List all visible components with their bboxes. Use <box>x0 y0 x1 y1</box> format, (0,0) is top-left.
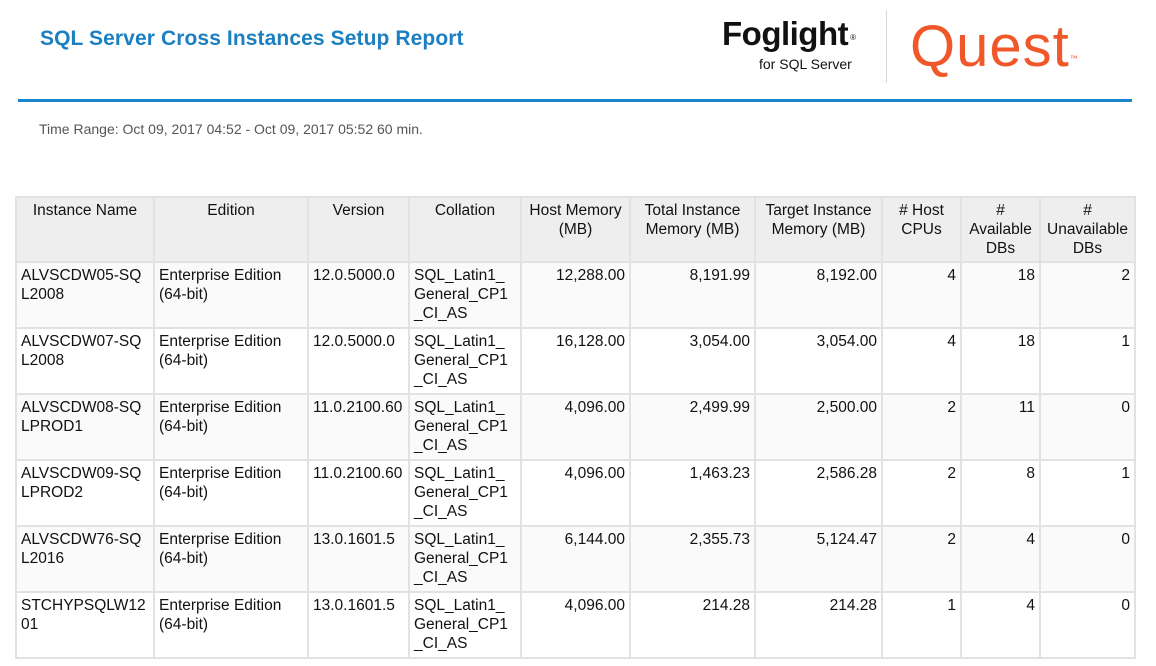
table-row: ALVSCDW08-SQLPROD1 Enterprise Edition (6… <box>15 393 1136 461</box>
table-row: ALVSCDW05-SQL2008 Enterprise Edition (64… <box>15 261 1136 329</box>
col-header-target-instance-memory: Target Instance Memory (MB) <box>754 196 883 263</box>
cell-edition: Enterprise Edition (64-bit) <box>153 261 309 329</box>
cell-version: 13.0.1601.5 <box>307 525 410 593</box>
cell-target-instance-memory: 8,192.00 <box>754 261 883 329</box>
foglight-wordmark: Foglight ® <box>722 15 856 52</box>
cell-edition: Enterprise Edition (64-bit) <box>153 525 309 593</box>
cell-available-dbs: 11 <box>960 393 1041 461</box>
cell-instance-name: ALVSCDW08-SQLPROD1 <box>15 393 155 461</box>
cell-available-dbs: 18 <box>960 261 1041 329</box>
cell-host-memory: 4,096.00 <box>520 393 631 461</box>
col-header-collation: Collation <box>408 196 522 263</box>
cell-instance-name: ALVSCDW76-SQL2016 <box>15 525 155 593</box>
table-row: ALVSCDW07-SQL2008 Enterprise Edition (64… <box>15 327 1136 395</box>
cell-instance-name: ALVSCDW09-SQLPROD2 <box>15 459 155 527</box>
table-header-row: Instance Name Edition Version Collation … <box>15 196 1136 263</box>
cell-host-cpus: 2 <box>881 393 962 461</box>
cell-instance-name: ALVSCDW07-SQL2008 <box>15 327 155 395</box>
cell-unavailable-dbs: 0 <box>1039 591 1136 659</box>
foglight-logo: Foglight ® for SQL Server <box>722 14 872 72</box>
cell-version: 13.0.1601.5 <box>307 591 410 659</box>
cell-available-dbs: 18 <box>960 327 1041 395</box>
col-header-available-dbs: # Available DBs <box>960 196 1041 263</box>
table-row: ALVSCDW76-SQL2016 Enterprise Edition (64… <box>15 525 1136 593</box>
cell-total-instance-memory: 214.28 <box>629 591 756 659</box>
cell-target-instance-memory: 3,054.00 <box>754 327 883 395</box>
cell-unavailable-dbs: 0 <box>1039 525 1136 593</box>
cell-target-instance-memory: 214.28 <box>754 591 883 659</box>
cell-version: 12.0.5000.0 <box>307 327 410 395</box>
cell-host-memory: 16,128.00 <box>520 327 631 395</box>
time-range: Time Range: Oct 09, 2017 04:52 - Oct 09,… <box>39 121 423 137</box>
table-row: STCHYPSQLW1201 Enterprise Edition (64-bi… <box>15 591 1136 659</box>
cell-host-cpus: 2 <box>881 459 962 527</box>
cell-collation: SQL_Latin1_General_CP1_CI_AS <box>408 525 522 593</box>
col-header-host-cpus: # Host CPUs <box>881 196 962 263</box>
cell-instance-name: STCHYPSQLW1201 <box>15 591 155 659</box>
cell-unavailable-dbs: 2 <box>1039 261 1136 329</box>
cell-host-cpus: 1 <box>881 591 962 659</box>
col-header-host-memory: Host Memory (MB) <box>520 196 631 263</box>
cell-total-instance-memory: 1,463.23 <box>629 459 756 527</box>
col-header-instance-name: Instance Name <box>15 196 155 263</box>
col-header-version: Version <box>307 196 410 263</box>
report-title: SQL Server Cross Instances Setup Report <box>40 27 464 50</box>
cell-host-cpus: 2 <box>881 525 962 593</box>
cell-collation: SQL_Latin1_General_CP1_CI_AS <box>408 327 522 395</box>
cell-host-memory: 4,096.00 <box>520 459 631 527</box>
cell-host-memory: 6,144.00 <box>520 525 631 593</box>
col-header-edition: Edition <box>153 196 309 263</box>
instances-table: Instance Name Edition Version Collation … <box>15 196 1136 659</box>
cell-target-instance-memory: 5,124.47 <box>754 525 883 593</box>
cell-collation: SQL_Latin1_General_CP1_CI_AS <box>408 393 522 461</box>
col-header-total-instance-memory: Total Instance Memory (MB) <box>629 196 756 263</box>
cell-host-cpus: 4 <box>881 327 962 395</box>
cell-collation: SQL_Latin1_General_CP1_CI_AS <box>408 261 522 329</box>
cell-collation: SQL_Latin1_General_CP1_CI_AS <box>408 459 522 527</box>
cell-host-memory: 12,288.00 <box>520 261 631 329</box>
cell-unavailable-dbs: 0 <box>1039 393 1136 461</box>
header-divider <box>18 99 1132 102</box>
cell-host-memory: 4,096.00 <box>520 591 631 659</box>
cell-edition: Enterprise Edition (64-bit) <box>153 327 309 395</box>
quest-logo: Quest™ <box>910 14 1079 79</box>
cell-unavailable-dbs: 1 <box>1039 327 1136 395</box>
cell-instance-name: ALVSCDW05-SQL2008 <box>15 261 155 329</box>
table-row: ALVSCDW09-SQLPROD2 Enterprise Edition (6… <box>15 459 1136 527</box>
cell-edition: Enterprise Edition (64-bit) <box>153 393 309 461</box>
cell-total-instance-memory: 8,191.99 <box>629 261 756 329</box>
cell-total-instance-memory: 2,355.73 <box>629 525 756 593</box>
cell-version: 11.0.2100.60 <box>307 459 410 527</box>
cell-target-instance-memory: 2,586.28 <box>754 459 883 527</box>
cell-available-dbs: 8 <box>960 459 1041 527</box>
cell-version: 12.0.5000.0 <box>307 261 410 329</box>
cell-version: 11.0.2100.60 <box>307 393 410 461</box>
logo-divider <box>886 10 887 83</box>
cell-target-instance-memory: 2,500.00 <box>754 393 883 461</box>
cell-total-instance-memory: 3,054.00 <box>629 327 756 395</box>
col-header-unavailable-dbs: # Unavailable DBs <box>1039 196 1136 263</box>
cell-edition: Enterprise Edition (64-bit) <box>153 459 309 527</box>
cell-host-cpus: 4 <box>881 261 962 329</box>
cell-total-instance-memory: 2,499.99 <box>629 393 756 461</box>
cell-collation: SQL_Latin1_General_CP1_CI_AS <box>408 591 522 659</box>
cell-unavailable-dbs: 1 <box>1039 459 1136 527</box>
cell-available-dbs: 4 <box>960 525 1041 593</box>
cell-available-dbs: 4 <box>960 591 1041 659</box>
cell-edition: Enterprise Edition (64-bit) <box>153 591 309 659</box>
foglight-subtitle: for SQL Server <box>759 56 852 72</box>
